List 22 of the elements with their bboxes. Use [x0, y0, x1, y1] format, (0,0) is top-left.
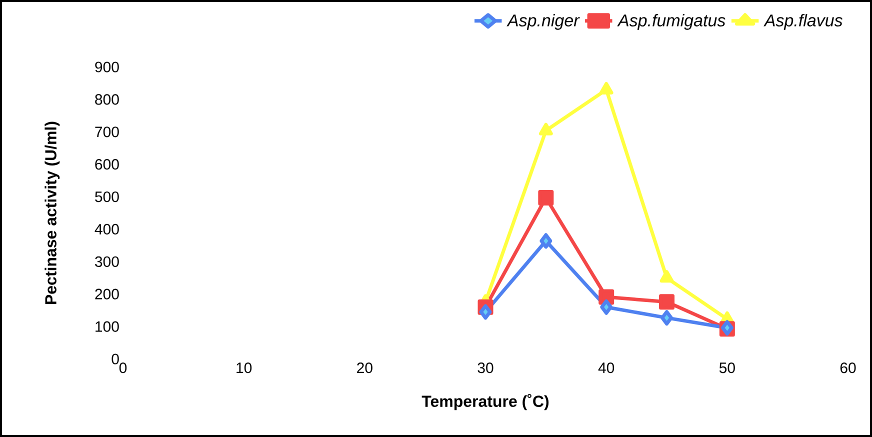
y-tick-label: 800	[95, 94, 119, 105]
y-tick-label: 500	[95, 191, 119, 202]
x-tick-label: 0	[119, 362, 127, 374]
x-tick-label: 30	[478, 362, 494, 374]
y-tick-label: 100	[96, 321, 119, 332]
y-tick-label: 400	[94, 224, 119, 235]
x-tick-label: 60	[840, 362, 856, 374]
legend-label: Asp.flavus	[764, 14, 842, 30]
x-tick-label: 40	[598, 362, 614, 374]
x-tick-label: 10	[236, 362, 252, 374]
y-axis-title: Pectinase activity (U/ml)	[44, 122, 60, 304]
legend-label: Asp.niger	[506, 14, 580, 30]
y-tick-label: 200	[95, 288, 119, 300]
y-tick-label: 300	[95, 256, 119, 267]
y-tick-label: 600	[95, 159, 119, 170]
x-tick-label: 20	[357, 362, 372, 374]
x-axis-title: Temperature (˚C)	[422, 394, 549, 410]
y-tick-label: 900	[95, 62, 119, 72]
legend-label: Asp.fumigatus	[617, 14, 726, 30]
x-tick-label: 50	[719, 362, 735, 374]
y-tick-label: 700	[95, 126, 119, 138]
y-tick-label: 0	[112, 354, 119, 364]
